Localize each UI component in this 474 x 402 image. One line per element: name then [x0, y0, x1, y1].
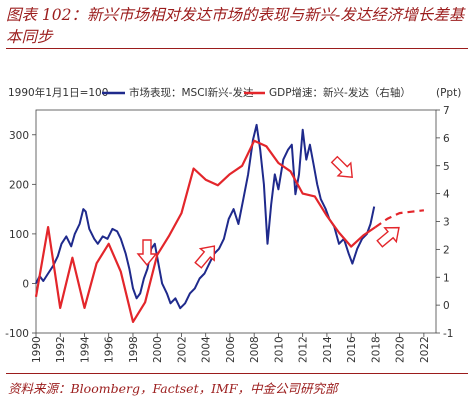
- series-layer: [34, 123, 425, 323]
- arrow-shape: [376, 226, 400, 248]
- x-tick-label: 1998: [128, 336, 140, 363]
- left-tick-label: 0: [22, 278, 29, 290]
- plot-area: [35, 109, 437, 334]
- left-tick-label: -100: [5, 328, 29, 340]
- right-tick-label: 7: [443, 105, 450, 117]
- arrow-up-2018: [376, 226, 400, 248]
- arrow-down-2014: [330, 155, 353, 178]
- legend: 1990年1月1日=100 市场表现：MSCI新兴-发达 GDP增速：新兴-发达…: [8, 86, 461, 99]
- x-tick-label: 2022: [419, 336, 431, 363]
- series-line-gdp-projection: [374, 209, 425, 229]
- plot-frame: [35, 109, 437, 334]
- x-tick-label: 1990: [31, 336, 43, 363]
- right-tick-label: 6: [443, 133, 450, 145]
- right-tick-label: -1: [443, 328, 453, 340]
- left-tick-label: 300: [9, 130, 29, 142]
- right-axis-unit: (Ppt): [436, 87, 461, 99]
- x-tick-label: 2018: [370, 336, 382, 363]
- source-rule: [6, 373, 468, 374]
- x-tick-label: 1996: [104, 336, 116, 363]
- x-tick-label: 2006: [225, 336, 237, 363]
- series-line-gdp-diff: [34, 139, 377, 323]
- right-tick-label: 4: [443, 189, 450, 201]
- x-tick-label: 2012: [298, 336, 310, 363]
- source-note: 资料来源：Bloomberg，Factset，IMF，中金公司研究部: [8, 381, 338, 396]
- arrow-up-2000: [194, 245, 216, 269]
- right-tick-label: 3: [443, 217, 450, 229]
- x-tick-label: 1992: [55, 336, 67, 363]
- x-tick-label: 2002: [176, 336, 188, 363]
- arrow-down-1998: [136, 239, 158, 267]
- legend-label-mkt: 市场表现：MSCI新兴-发达: [129, 86, 254, 99]
- x-tick-label: 2004: [201, 336, 213, 363]
- right-tick-label: 0: [443, 300, 450, 312]
- x-tick-label: 2010: [273, 336, 285, 363]
- title-rule: [6, 48, 468, 49]
- x-tick-label: 1994: [79, 336, 91, 363]
- arrow-shape: [194, 245, 216, 269]
- series-line-msci-em-dm: [35, 123, 376, 310]
- left-tick-label: 100: [9, 229, 29, 241]
- left-tick-label: 200: [9, 179, 29, 191]
- trend-arrows: [136, 155, 400, 269]
- left-axis-note: 1990年1月1日=100: [8, 86, 108, 99]
- right-tick-label: 2: [443, 244, 450, 256]
- right-tick-label: 1: [443, 272, 450, 284]
- chart-title: 图表 102：新兴市场相对发达市场的表现与新兴-发达经济增长差基本同步: [6, 6, 465, 46]
- arrow-shape: [136, 239, 158, 267]
- x-tick-label: 2016: [346, 336, 358, 363]
- arrow-shape: [330, 155, 353, 178]
- axis-ticks: -100 0 100 200 300 -1 0 1 2 3 4 5 6 7 1990 1992 1994 1996…: [5, 105, 453, 363]
- x-tick-label: 2014: [322, 336, 334, 363]
- x-tick-label: 2020: [395, 336, 407, 363]
- x-tick-label: 2000: [152, 336, 164, 363]
- legend-label-gdp: GDP增速：新兴-发达（右轴）: [269, 86, 411, 99]
- right-tick-label: 5: [443, 161, 450, 173]
- x-tick-label: 2008: [249, 336, 261, 363]
